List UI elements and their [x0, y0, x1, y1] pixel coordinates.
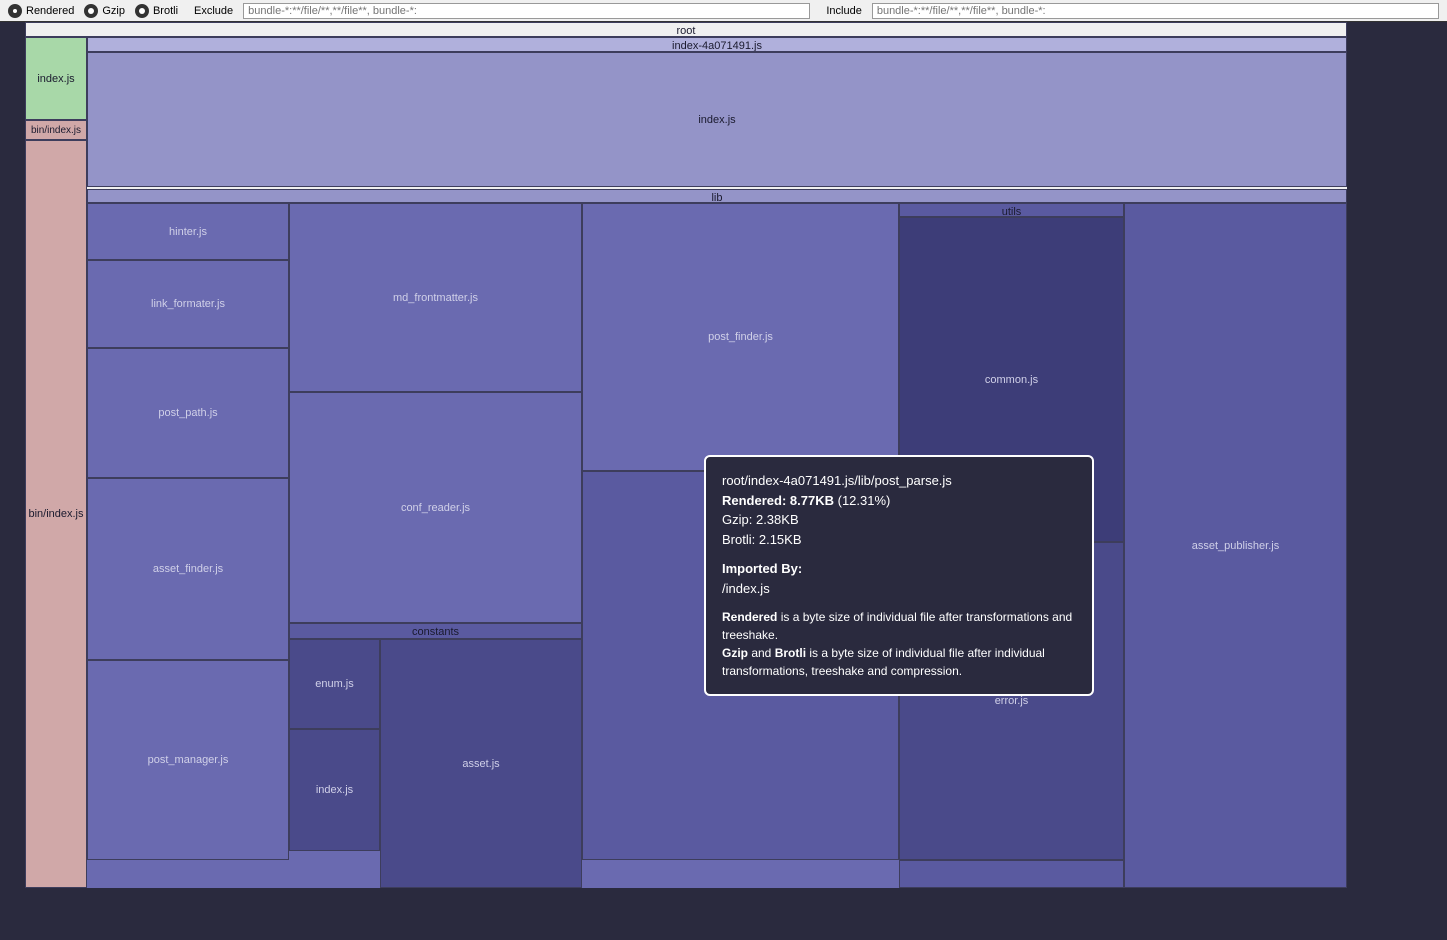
- tooltip-brotli: Brotli: 2.15KB: [722, 530, 1076, 550]
- node-label: link_formater.js: [151, 298, 225, 310]
- treemap-node[interactable]: md_frontmatter.js: [289, 203, 582, 392]
- tooltip-gzip: Gzip: 2.38KB: [722, 510, 1076, 530]
- node-label: index.js: [698, 114, 735, 126]
- node-left-index[interactable]: index.js: [25, 37, 87, 120]
- node-label: asset.js: [462, 758, 499, 770]
- radio-label: Rendered: [26, 5, 74, 17]
- tooltip-rendered: Rendered: 8.77KB (12.31%): [722, 491, 1076, 511]
- radio-icon: [84, 4, 98, 18]
- treemap-node[interactable]: [899, 860, 1124, 888]
- node-label: error.js: [995, 695, 1029, 707]
- node-label: post_manager.js: [148, 754, 229, 766]
- treemap-node[interactable]: post_manager.js: [87, 660, 289, 860]
- node-label: index.js: [316, 784, 353, 796]
- node-label: constants: [412, 626, 459, 638]
- node-label: enum.js: [315, 678, 354, 690]
- include-input[interactable]: [872, 3, 1439, 19]
- node-label: md_frontmatter.js: [393, 292, 478, 304]
- treemap-node[interactable]: index.js: [289, 729, 380, 851]
- exclude-input[interactable]: [243, 3, 810, 19]
- node-label: utils: [1002, 206, 1022, 217]
- radio-rendered[interactable]: Rendered: [8, 4, 74, 18]
- node-bundle-header[interactable]: index-4a071491.js: [87, 37, 1347, 52]
- tooltip-desc1: Rendered is a byte size of individual fi…: [722, 608, 1076, 644]
- toolbar: Rendered Gzip Brotli Exclude Include: [0, 0, 1447, 22]
- node-label: hinter.js: [169, 226, 207, 238]
- tooltip-imported-by-label: Imported By:: [722, 559, 1076, 579]
- node-label: root: [677, 25, 696, 37]
- node-left-bin-large[interactable]: bin/index.js: [25, 140, 87, 888]
- tooltip: root/index-4a071491.js/lib/post_parse.js…: [704, 455, 1094, 696]
- treemap-node[interactable]: post_finder.js: [582, 203, 899, 471]
- tooltip-imported-by: /index.js: [722, 579, 1076, 599]
- node-label: bin/index.js: [28, 508, 83, 520]
- node-index-js[interactable]: index.js: [87, 52, 1347, 187]
- treemap-node[interactable]: hinter.js: [87, 203, 289, 260]
- node-label: index.js: [37, 73, 74, 85]
- node-label: common.js: [985, 374, 1038, 386]
- node-utils-header[interactable]: utils: [899, 203, 1124, 217]
- treemap-node[interactable]: post_path.js: [87, 348, 289, 478]
- node-root[interactable]: root: [25, 22, 1347, 37]
- node-label: index-4a071491.js: [672, 40, 762, 52]
- radio-icon: [8, 4, 22, 18]
- radio-label: Brotli: [153, 5, 178, 17]
- treemap-node[interactable]: link_formater.js: [87, 260, 289, 348]
- node-label: asset_publisher.js: [1192, 540, 1279, 552]
- exclude-label: Exclude: [194, 5, 233, 17]
- node-label: bin/index.js: [31, 125, 81, 136]
- node-label: asset_finder.js: [153, 563, 223, 575]
- radio-icon: [135, 4, 149, 18]
- node-label: lib: [711, 192, 722, 203]
- include-label: Include: [826, 5, 861, 17]
- radio-brotli[interactable]: Brotli: [135, 4, 178, 18]
- treemap-node[interactable]: asset_finder.js: [87, 478, 289, 660]
- treemap: root index.js bin/index.js bin/index.js …: [25, 22, 1347, 888]
- node-label: post_finder.js: [708, 331, 773, 343]
- node-label: post_path.js: [158, 407, 217, 419]
- node-label: conf_reader.js: [401, 502, 470, 514]
- node-asset-publisher[interactable]: asset_publisher.js: [1124, 203, 1347, 888]
- node-left-bin-small[interactable]: bin/index.js: [25, 120, 87, 140]
- node-lib-header[interactable]: lib: [87, 189, 1347, 203]
- tooltip-desc2: Gzip and Brotli is a byte size of indivi…: [722, 644, 1076, 680]
- treemap-node[interactable]: conf_reader.js: [289, 392, 582, 623]
- node-constants-header[interactable]: constants: [289, 623, 582, 639]
- radio-gzip[interactable]: Gzip: [84, 4, 125, 18]
- treemap-node[interactable]: enum.js: [289, 639, 380, 729]
- tooltip-path: root/index-4a071491.js/lib/post_parse.js: [722, 471, 1076, 491]
- node-const-asset[interactable]: asset.js: [380, 639, 582, 888]
- radio-label: Gzip: [102, 5, 125, 17]
